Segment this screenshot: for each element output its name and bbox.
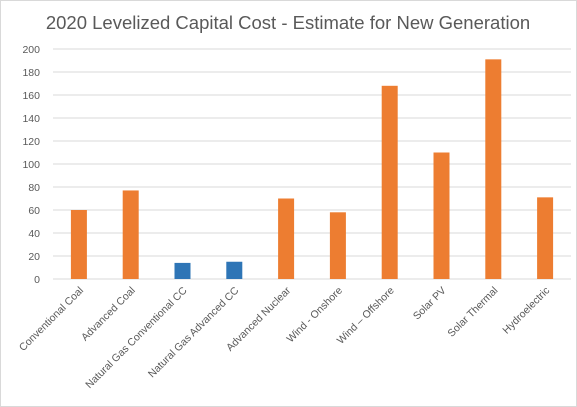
y-axis-tick-labels: 0 20 40 60 80 100 120 140 160 180 200 (22, 44, 40, 286)
bar-3 (174, 262, 191, 279)
x-category-label: Solar Thermal (445, 285, 500, 340)
y-tick-label: 60 (28, 205, 40, 217)
x-category-label: Natural Gas Advanced CC (146, 284, 242, 380)
y-tick-label: 80 (28, 182, 40, 194)
bar-4 (226, 261, 243, 279)
x-category-label: Advanced Coal (79, 285, 138, 344)
y-tick-label: 180 (22, 67, 40, 79)
gridlines (53, 48, 571, 280)
y-tick-label: 160 (22, 90, 40, 102)
y-tick-label: 100 (22, 159, 40, 171)
bar-2 (122, 190, 139, 279)
y-tick-label: 40 (28, 228, 40, 240)
bar-10 (537, 197, 554, 279)
bar-5 (278, 198, 295, 279)
bar-9 (485, 59, 502, 279)
bar-8 (433, 152, 450, 279)
bar-6 (329, 212, 346, 279)
bars (70, 59, 554, 279)
y-tick-label: 120 (22, 136, 40, 148)
y-tick-label: 200 (22, 44, 40, 56)
bar-1 (70, 210, 87, 279)
x-category-label: Hydroelectric (500, 285, 552, 337)
chart-title: 2020 Levelized Capital Cost - Estimate f… (46, 12, 530, 33)
y-tick-label: 0 (34, 274, 40, 286)
y-tick-label: 140 (22, 113, 40, 125)
bar-7 (381, 85, 398, 279)
y-tick-label: 20 (28, 251, 40, 263)
x-category-label: Natural Gas Conventional CC (83, 284, 190, 391)
x-category-label: Solar PV (411, 285, 449, 323)
x-category-label: Conventional Coal (17, 285, 86, 354)
